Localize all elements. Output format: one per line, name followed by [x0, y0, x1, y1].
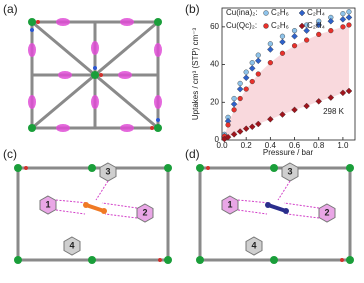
data-point — [304, 37, 310, 43]
site-label: 3 — [105, 166, 110, 176]
legend-marker — [263, 23, 269, 29]
data-point — [291, 43, 298, 49]
legend-marker — [298, 22, 306, 30]
legend-marker — [263, 10, 269, 16]
data-point — [345, 87, 353, 95]
data-point — [255, 52, 261, 58]
panel-label: (d) — [185, 147, 200, 161]
plot-frame — [221, 7, 356, 141]
y-tick-label: 40 — [210, 60, 219, 69]
legend-label: C₂H₄ — [307, 21, 325, 30]
data-point — [327, 94, 335, 101]
x-tick-label: 0.4 — [265, 141, 277, 150]
data-point — [316, 31, 322, 38]
legend-group: Cu(Qc)₂: — [226, 21, 257, 30]
data-point — [248, 65, 256, 72]
data-point — [224, 133, 232, 141]
y-tick-label: 20 — [210, 97, 219, 106]
x-tick-label: 1.0 — [337, 141, 349, 150]
data-point — [254, 120, 262, 128]
x-tick-label: 0.6 — [289, 141, 301, 150]
y-tick-label: 60 — [210, 22, 219, 31]
legend-label: C₂H₆ — [271, 21, 289, 30]
x-tick-label: 0.2 — [241, 141, 253, 150]
data-point — [255, 71, 261, 77]
site-label: 2 — [142, 207, 147, 217]
data-point — [328, 28, 334, 34]
data-point — [279, 38, 286, 46]
data-point — [231, 107, 237, 113]
data-point — [249, 60, 255, 66]
site-label: 1 — [227, 199, 232, 209]
data-point — [340, 24, 346, 30]
fill-between — [224, 24, 349, 140]
data-point — [237, 80, 243, 87]
data-point — [303, 102, 310, 110]
site-label: 4 — [69, 240, 74, 250]
legend-label: C₂H₄ — [307, 8, 325, 17]
data-point — [267, 46, 274, 53]
data-point — [315, 98, 323, 105]
data-point — [291, 33, 298, 40]
panel-label: (b) — [185, 2, 200, 16]
data-point — [236, 128, 244, 135]
binding-site-image — [14, 162, 172, 264]
data-point — [279, 111, 286, 118]
site-label: 4 — [251, 240, 256, 250]
data-point — [345, 14, 353, 21]
panel-label: (c) — [3, 147, 17, 161]
data-point — [303, 27, 310, 34]
data-point — [242, 74, 250, 82]
x-tick-label: 0.8 — [313, 141, 325, 150]
data-point — [327, 17, 335, 25]
data-point — [230, 131, 238, 138]
site-label: 3 — [287, 166, 292, 176]
data-point — [230, 100, 238, 108]
binding-site-image — [196, 163, 354, 264]
guest-molecule — [265, 202, 289, 214]
data-point — [242, 125, 250, 132]
legend-group: Cu(ina)₂: — [226, 8, 258, 17]
data-point — [267, 60, 273, 66]
data-point — [254, 57, 262, 65]
site-label: 2 — [324, 207, 329, 217]
data-point — [340, 11, 346, 17]
data-point — [267, 115, 274, 123]
data-point — [339, 16, 347, 23]
data-point — [279, 50, 286, 56]
data-point — [267, 41, 273, 47]
annotation: 298 K — [323, 107, 345, 116]
x-tick-label: 0.0 — [216, 141, 228, 150]
data-point — [231, 95, 237, 102]
site-label: 1 — [45, 199, 50, 209]
data-point — [243, 86, 249, 92]
legend-label: C₂H₆ — [271, 8, 289, 17]
guest-molecule — [83, 202, 107, 214]
legend-marker — [298, 9, 306, 17]
y-axis-label: Uptakes / cm³ (STP) cm⁻³ — [191, 28, 200, 121]
data-point — [237, 95, 243, 102]
data-point — [236, 85, 244, 93]
y-tick-label: 0 — [215, 135, 220, 144]
data-point — [339, 89, 347, 97]
panel-label: (a) — [3, 2, 18, 16]
data-point — [346, 9, 352, 15]
data-point — [291, 28, 298, 34]
x-axis-label: Pressure / bar — [263, 148, 314, 157]
data-point — [249, 78, 255, 85]
data-point — [315, 21, 323, 29]
data-point — [291, 106, 298, 114]
data-point — [248, 123, 256, 131]
framework-image — [28, 18, 162, 132]
data-point — [346, 22, 352, 28]
data-point — [279, 33, 286, 39]
data-point — [243, 69, 249, 75]
data-point — [225, 122, 231, 128]
